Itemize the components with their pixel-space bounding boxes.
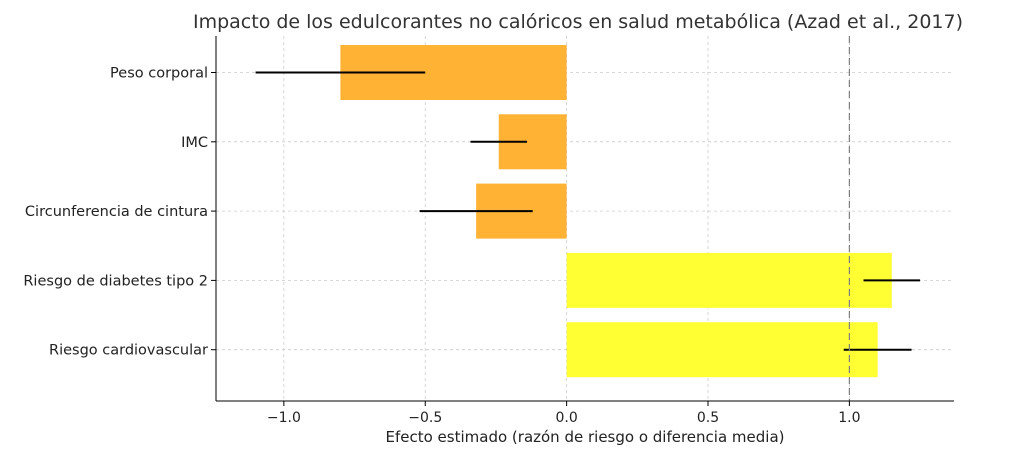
bars <box>340 45 892 378</box>
bar-3 <box>566 252 892 308</box>
category-label-1: IMC <box>181 135 208 151</box>
error-bars <box>255 71 921 351</box>
x-axis-label: Efecto estimado (razón de riesgo o difer… <box>386 428 785 446</box>
chart-title: Impacto de los edulcorantes no calóricos… <box>193 11 963 33</box>
bar-4 <box>566 322 878 378</box>
category-label-3: Riesgo de diabetes tipo 2 <box>23 273 208 289</box>
x-tick-label-3: 0.5 <box>697 410 719 426</box>
x-tick-label-0: −1.0 <box>267 410 301 426</box>
x-tick-label-2: 0.0 <box>555 410 577 426</box>
category-label-2: Circunferencia de cintura <box>25 204 208 220</box>
category-label-0: Peso corporal <box>110 66 208 82</box>
axes <box>215 36 954 402</box>
x-tick-label-4: 1.0 <box>838 410 860 426</box>
x-tick-label-1: −0.5 <box>408 410 442 426</box>
x-ticks: −1.0 −0.5 0.0 0.5 1.0 <box>267 401 861 426</box>
category-label-4: Riesgo cardiovascular <box>49 343 208 359</box>
y-ticks: Peso corporal IMC Circunferencia de cintur… <box>23 66 216 359</box>
